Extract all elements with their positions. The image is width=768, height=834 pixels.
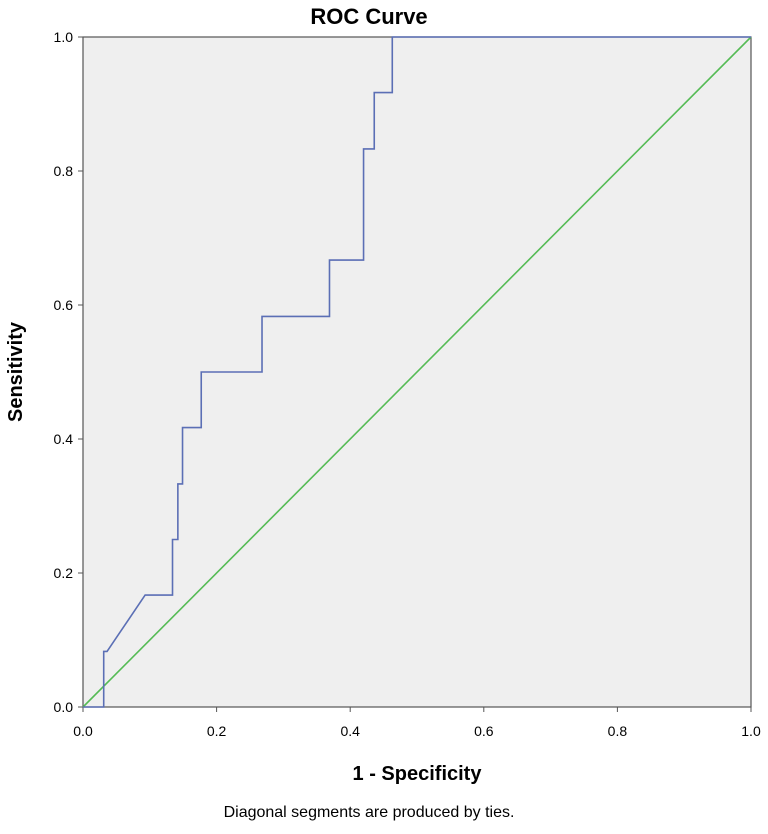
x-tick-label: 0.4 (340, 723, 360, 739)
x-tick-label: 0.6 (474, 723, 494, 739)
chart-title: ROC Curve (310, 4, 427, 29)
x-axis: 0.0 0.2 0.4 0.6 0.8 1.0 (73, 707, 761, 739)
reference-diagonal-line (82, 36, 752, 708)
y-tick-label: 0.8 (54, 163, 74, 179)
x-axis-label: 1 - Specificity (353, 763, 483, 785)
y-tick-label: 0.6 (54, 297, 74, 313)
series-layer (82, 36, 752, 708)
x-tick-label: 1.0 (741, 723, 761, 739)
roc-curve-line (83, 36, 751, 708)
footnote: Diagonal segments are produced by ties. (224, 804, 515, 821)
y-tick-label: 1.0 (54, 29, 74, 45)
x-tick-label: 0.2 (207, 723, 227, 739)
y-tick-label: 0.0 (54, 699, 74, 715)
y-axis: 0.0 0.2 0.4 0.6 0.8 1.0 (54, 29, 83, 715)
y-tick-label: 0.4 (54, 431, 74, 447)
y-axis-label: Sensitivity (5, 321, 27, 422)
x-tick-label: 0.8 (608, 723, 628, 739)
y-tick-label: 0.2 (54, 565, 74, 581)
x-tick-label: 0.0 (73, 723, 93, 739)
